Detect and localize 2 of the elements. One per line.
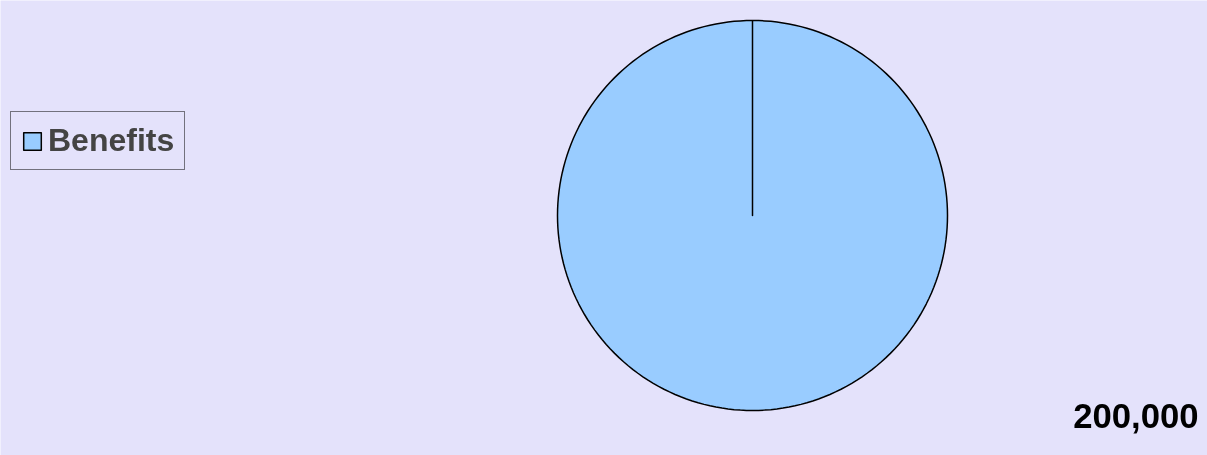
- legend-label: Benefits: [48, 122, 175, 159]
- data-label: 200,000: [1073, 396, 1199, 435]
